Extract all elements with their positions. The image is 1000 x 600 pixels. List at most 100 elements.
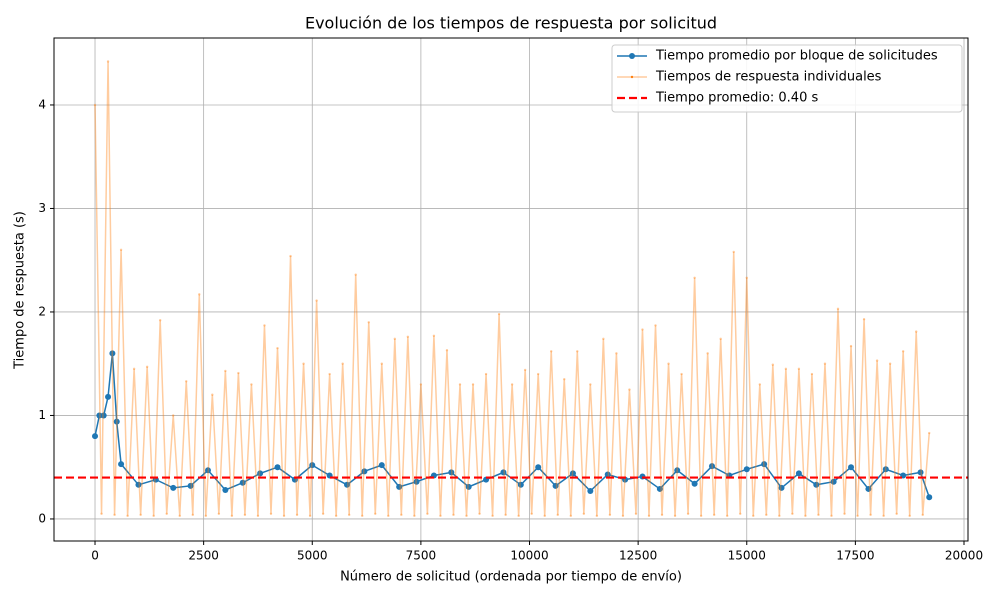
- point: [656, 485, 663, 492]
- point: [96, 412, 103, 419]
- point: [406, 335, 410, 338]
- point: [517, 481, 524, 488]
- point: [396, 483, 403, 490]
- point: [237, 371, 240, 375]
- point: [118, 461, 125, 468]
- point: [673, 514, 677, 518]
- point: [778, 484, 785, 491]
- point: [269, 512, 273, 515]
- point: [667, 362, 670, 365]
- point: [432, 334, 436, 337]
- point: [708, 463, 715, 470]
- point: [380, 362, 383, 365]
- plot-frame: [53, 37, 969, 542]
- point: [393, 337, 397, 341]
- y-tick-label: 1: [38, 408, 46, 422]
- point: [243, 513, 247, 517]
- point: [334, 514, 338, 518]
- point: [211, 393, 214, 396]
- point: [691, 480, 698, 487]
- point: [517, 514, 520, 518]
- point: [439, 514, 442, 518]
- point: [674, 467, 681, 474]
- point: [752, 514, 755, 518]
- point: [856, 514, 859, 518]
- point: [302, 362, 305, 365]
- legend-marker: [630, 75, 634, 79]
- point: [471, 383, 475, 386]
- point: [145, 365, 149, 369]
- point: [869, 513, 872, 517]
- point: [604, 471, 611, 478]
- point: [771, 363, 775, 366]
- point: [686, 512, 690, 515]
- point: [915, 330, 918, 333]
- point: [523, 368, 527, 372]
- point: [926, 494, 933, 501]
- point: [726, 514, 729, 518]
- point: [712, 513, 716, 517]
- point: [595, 514, 599, 518]
- point: [569, 514, 572, 518]
- point: [387, 514, 390, 518]
- point: [132, 367, 136, 371]
- point: [602, 337, 605, 341]
- point: [289, 254, 292, 258]
- point: [843, 512, 846, 515]
- point: [745, 276, 748, 280]
- point: [830, 514, 833, 518]
- point: [758, 383, 761, 386]
- point: [109, 350, 116, 357]
- point: [491, 514, 494, 518]
- point: [739, 512, 742, 515]
- point: [862, 318, 866, 321]
- point: [263, 324, 266, 327]
- point: [563, 378, 566, 381]
- x-axis-label: Número de solicitud (ordenada por tiempo…: [340, 570, 682, 585]
- point: [198, 293, 201, 296]
- series-line: [94, 353, 930, 498]
- point: [256, 514, 260, 518]
- x-tick-label: 12500: [619, 549, 657, 563]
- point: [582, 512, 586, 515]
- point: [465, 483, 472, 490]
- point: [830, 478, 837, 485]
- point: [105, 393, 112, 400]
- point: [634, 512, 638, 515]
- point: [615, 352, 618, 355]
- point: [732, 250, 735, 254]
- point: [654, 324, 657, 327]
- point: [274, 464, 281, 471]
- point: [795, 470, 802, 477]
- y-tick-label: 0: [38, 511, 46, 525]
- y-axis-label: Tiempo de respuesta (s): [13, 211, 28, 370]
- point: [928, 431, 931, 435]
- point: [344, 481, 351, 488]
- point: [347, 513, 351, 517]
- point: [172, 414, 175, 417]
- point: [628, 388, 631, 391]
- point: [191, 513, 194, 517]
- point: [693, 276, 696, 280]
- y-tick-label: 3: [38, 201, 46, 215]
- point: [152, 514, 155, 518]
- point: [185, 380, 188, 383]
- legend-label: Tiempo promedio: 0.40 s: [655, 91, 818, 106]
- point: [170, 484, 177, 491]
- x-tick-label: 5000: [297, 549, 328, 563]
- point: [791, 512, 794, 515]
- point: [282, 514, 286, 518]
- point: [341, 362, 344, 365]
- point: [699, 514, 703, 518]
- point: [239, 479, 246, 486]
- point: [550, 350, 553, 353]
- point: [354, 273, 357, 276]
- point: [165, 512, 168, 515]
- point: [587, 488, 594, 495]
- point: [535, 464, 542, 471]
- point: [413, 478, 420, 485]
- point: [813, 481, 820, 488]
- point: [680, 372, 683, 376]
- point: [543, 514, 546, 518]
